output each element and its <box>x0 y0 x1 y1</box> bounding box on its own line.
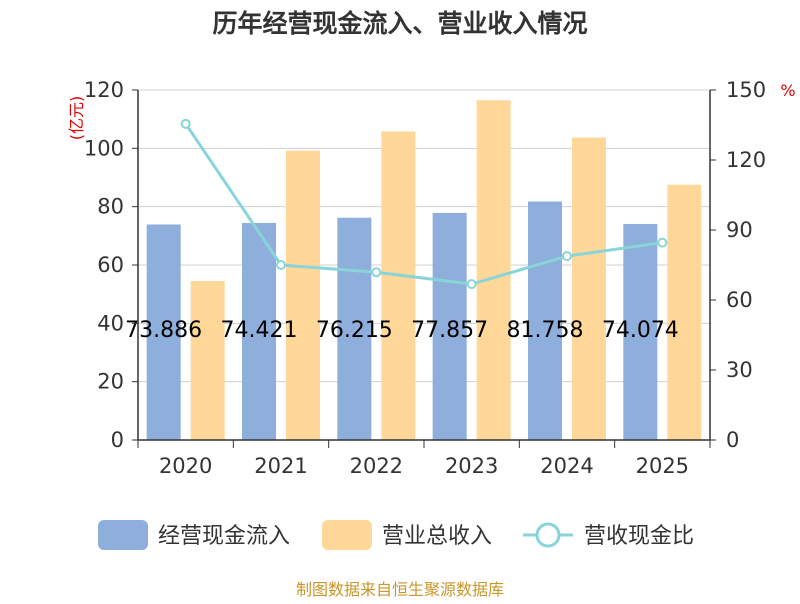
x-axis-tick-label: 2022 <box>350 454 403 478</box>
bar-data-label: 81.758 <box>507 318 584 343</box>
chart-title: 历年经营现金流入、营业收入情况 <box>212 9 587 38</box>
right-axis-tick-label: 120 <box>726 148 766 172</box>
bar-cash-inflow <box>337 217 372 440</box>
right-axis-tick-label: 90 <box>726 218 753 242</box>
left-axis-tick-label: 40 <box>97 311 124 335</box>
ratio-line-path <box>184 122 663 286</box>
x-axis-tick-label: 2025 <box>636 454 689 478</box>
source-note: 制图数据来自恒生聚源数据库 <box>296 580 504 599</box>
legend-swatch-revenue <box>322 520 372 550</box>
x-axis-tick-label: 2024 <box>540 454 593 478</box>
bar-data-label: 73.886 <box>125 318 202 343</box>
left-axis-tick-label: 120 <box>84 78 124 102</box>
left-axis-tick-label: 80 <box>97 195 124 219</box>
right-axis-tick-label: 150 <box>726 78 766 102</box>
bar-data-label: 74.421 <box>221 318 298 343</box>
bar-revenue <box>476 100 511 440</box>
ratio-point <box>657 237 668 248</box>
bar-revenue <box>286 150 320 440</box>
bar-revenue <box>667 184 702 440</box>
bar-cash-inflow <box>146 224 181 440</box>
left-axis-tick-label: 60 <box>97 253 124 277</box>
legend-marker-ratio <box>535 522 561 548</box>
left-axis-tick-label: 0 <box>111 428 124 452</box>
ratio-point <box>180 118 191 129</box>
bar-data-label: 76.215 <box>316 318 393 343</box>
bar-data-label: 74.074 <box>602 318 679 343</box>
legend-swatch-cash-inflow <box>98 520 148 550</box>
legend: 经营现金流入 营业总收入 营收现金比 <box>98 520 694 550</box>
legend-label-revenue: 营业总收入 <box>382 524 492 549</box>
right-axis-tick-label: 30 <box>726 358 753 382</box>
bar-revenue <box>190 281 225 440</box>
bar-cash-inflow <box>432 212 467 440</box>
ratio-point <box>371 267 382 278</box>
legend-label-ratio: 营收现金比 <box>584 524 694 549</box>
legend-label-cash-inflow: 经营现金流入 <box>158 524 290 549</box>
left-axis-tick-label: 20 <box>97 370 124 394</box>
x-axis-tick-label: 2020 <box>159 454 212 478</box>
right-axis-unit: % <box>780 81 795 100</box>
bar-cash-inflow <box>242 222 276 440</box>
gridlines <box>138 89 710 383</box>
right-axis-tick-label: 60 <box>726 288 753 312</box>
bar-revenue <box>572 137 606 440</box>
left-axis-unit: (亿元) <box>67 96 86 141</box>
ratio-line <box>180 118 668 290</box>
bars <box>146 100 702 440</box>
bar-cash-inflow <box>623 223 658 440</box>
bar-data-label: 77.857 <box>411 318 488 343</box>
x-axis-tick-label: 2021 <box>254 454 307 478</box>
ratio-point <box>562 251 572 262</box>
right-axis-tick-label: 0 <box>726 428 739 452</box>
bar-revenue <box>381 131 416 440</box>
left-axis-tick-label: 100 <box>84 136 124 160</box>
ratio-point <box>466 279 477 290</box>
axes: 0 20 40 60 80 100 120 0 30 60 90 120 150 2020 2021 2022… <box>84 78 766 478</box>
x-axis-tick-label: 2023 <box>445 454 498 478</box>
ratio-point <box>276 260 286 270</box>
bar-cash-inflow <box>528 201 562 440</box>
